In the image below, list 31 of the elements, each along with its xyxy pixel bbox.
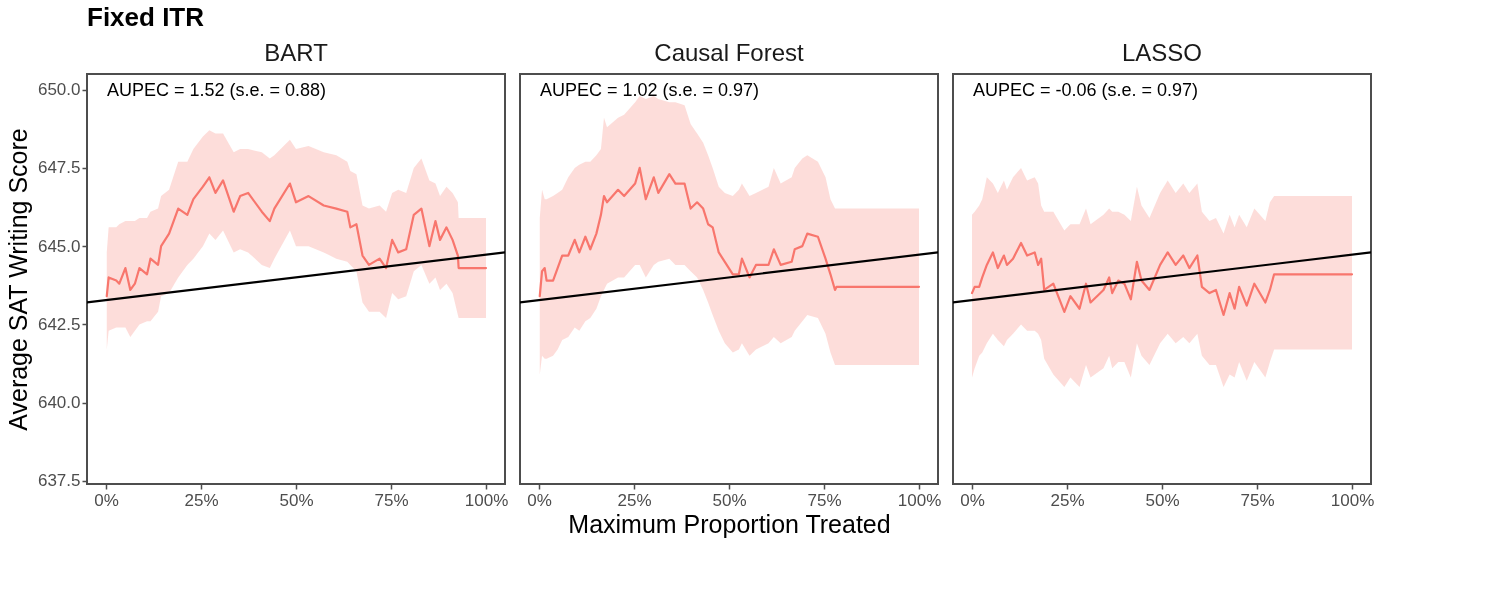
y-axis-title: Average SAT Writing Score <box>3 128 32 431</box>
annotation: AUPEC = 1.02 (s.e. = 0.97) <box>540 80 760 100</box>
x-tick-label: 100% <box>464 490 509 510</box>
chart-title: Fixed ITR <box>87 2 205 32</box>
y-tick-label: 645.0 <box>37 236 81 256</box>
x-tick-label: 0% <box>527 490 552 510</box>
x-tick-label: 0% <box>94 490 119 510</box>
y-tick-label: 642.5 <box>37 314 81 334</box>
y-tick-label: 637.5 <box>37 471 81 491</box>
annotation: AUPEC = 1.52 (s.e. = 0.88) <box>107 80 327 100</box>
line-series <box>105 176 488 298</box>
y-tick-label: 650.0 <box>37 80 81 100</box>
y-tick-label: 647.5 <box>37 158 81 178</box>
annotation: AUPEC = -0.06 (s.e. = 0.97) <box>973 80 1199 100</box>
x-tick-label: 0% <box>960 490 985 510</box>
chart-subtitle: BART <box>264 39 329 66</box>
x-tick-label: 50% <box>1145 490 1180 510</box>
x-tick-label: 100% <box>897 490 942 510</box>
x-axis-title: Maximum Proportion Treated <box>568 509 891 538</box>
x-tick-label: 25% <box>184 490 219 510</box>
y-tick-label: 640.0 <box>37 393 81 413</box>
x-tick-label: 100% <box>1330 490 1375 510</box>
chart-subtitle: LASSO <box>1121 39 1203 66</box>
chart-subtitle: Causal Forest <box>654 39 805 66</box>
x-tick-label: 75% <box>807 490 842 510</box>
x-tick-label: 25% <box>617 490 652 510</box>
x-tick-label: 75% <box>374 490 409 510</box>
x-tick-label: 25% <box>1050 490 1085 510</box>
x-tick-label: 50% <box>712 490 747 510</box>
x-tick-label: 75% <box>1240 490 1275 510</box>
x-tick-label: 50% <box>279 490 314 510</box>
